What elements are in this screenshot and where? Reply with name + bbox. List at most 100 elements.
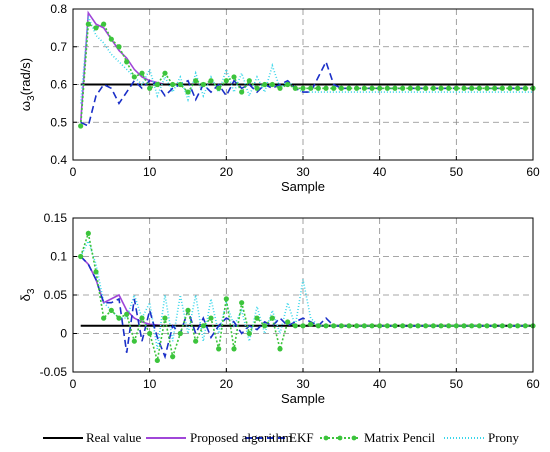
omega-point-pencil [492,85,498,91]
omega-point-pencil [446,85,452,91]
delta-series-ekf [80,255,533,360]
omega-point-pencil [108,36,114,42]
delta-point-pencil [384,323,390,329]
omega-point-pencil [461,85,467,91]
delta-point-pencil [492,323,498,329]
delta-point-pencil [139,315,145,321]
delta-point-pencil [446,323,452,329]
delta-point-pencil [116,315,122,321]
omega-xtick-label: 40 [373,165,387,179]
omega-point-pencil [185,89,191,95]
legend-marker-pencil [337,435,343,441]
delta-point-pencil [377,323,383,329]
omega-point-pencil [93,25,99,31]
delta-point-pencil [507,323,513,329]
omega-ytick-label: 0.8 [50,2,67,16]
omega-point-pencil [392,85,398,91]
omega-point-pencil [308,85,314,91]
omega-point-pencil [262,81,268,88]
delta-point-pencil [400,323,406,329]
delta-xtick-label: 40 [373,377,387,391]
delta-point-pencil [285,319,291,325]
omega-point-pencil [154,81,160,88]
delta-point-pencil [453,323,459,329]
omega-point-pencil [323,85,329,91]
delta-ytick-label: 0.15 [44,211,68,225]
omega-point-pencil [239,89,245,95]
delta-point-pencil [101,315,107,321]
omega-ylabel-main: ω [18,101,33,111]
omega-point-pencil [499,85,505,91]
omega-point-pencil [484,85,490,91]
omega-point-pencil [85,21,91,27]
delta-point-pencil [262,323,268,329]
omega-ytick-label: 0.4 [50,153,67,167]
delta-xtick-label: 20 [220,377,234,391]
omega3-chart: 0 10 20 30 40 50 60 0.4 0.5 0.6 0.7 0.8 Sample ω3(rad… [18,2,540,194]
delta-point-pencil [515,323,521,329]
delta-point-pencil [147,330,153,337]
omega-point-pencil [131,74,137,80]
delta-point-pencil [392,323,398,329]
delta-ylabel: δ3 [18,288,37,301]
omega-point-pencil [277,85,283,91]
omega-point-pencil [354,85,360,91]
delta-point-pencil [78,253,84,260]
legend-label-real: Real value [86,430,141,445]
omega-point-pencil [438,85,444,91]
delta-point-pencil [308,321,314,327]
legend-label-prony: Prony [488,430,520,445]
omega-point-pencil [346,85,352,91]
delta-xtick-label: 30 [296,377,310,391]
omega-ylabel-sub: 3 [26,95,37,101]
delta-point-pencil [124,311,130,317]
delta-point-pencil [430,323,436,329]
omega-point-pencil [216,85,222,91]
delta-ytick-label: 0 [60,327,67,341]
omega-point-pencil [162,70,168,76]
delta-point-pencil [154,357,160,364]
delta-series-pencil [79,230,533,361]
delta-point-pencil [170,354,176,360]
omega-ytick-label: 0.7 [50,40,67,54]
delta-xtick-label: 10 [143,377,157,391]
omega-point-pencil [476,85,482,91]
omega-point-pencil [400,85,406,91]
delta-ytick-label: -0.05 [40,365,68,379]
omega-point-pencil [338,85,344,91]
delta-point-pencil [300,323,306,329]
omega-point-pencil [522,85,528,91]
delta-point-pencil [246,330,252,337]
omega-point-pencil [231,74,237,80]
omega-xtick-label: 10 [143,165,157,179]
delta-point-pencil [292,323,298,329]
delta-point-pencil [177,330,183,337]
omega-point-pencil [200,81,206,88]
omega-xtick-label: 50 [450,165,464,179]
delta-point-pencil [346,323,352,329]
omega-point-pencil [223,78,229,84]
omega-point-pencil [101,21,107,27]
delta-point-pencil [369,323,375,329]
delta-point-pencil [415,323,421,329]
omega-point-pencil [469,85,475,91]
omega-xtick-label: 30 [296,165,310,179]
delta-point-pencil [85,230,91,236]
omega-point-pencil [331,85,337,91]
delta-point-pencil [407,323,413,329]
legend-marker-pencil [351,435,357,441]
omega-point-pencil [170,81,176,88]
delta-point-pencil [361,323,367,329]
delta-point-pencil [162,315,168,321]
omega-point-pencil [269,81,275,88]
omega-point-pencil [193,78,199,84]
omega-point-pencil [177,81,183,88]
delta-point-pencil [254,315,260,321]
delta-point-pencil [469,323,475,329]
omega-point-pencil [300,85,306,91]
legend-marker-pencil [323,435,329,441]
delta-point-pencil [185,307,191,313]
omega-xtick-label: 0 [70,165,77,179]
